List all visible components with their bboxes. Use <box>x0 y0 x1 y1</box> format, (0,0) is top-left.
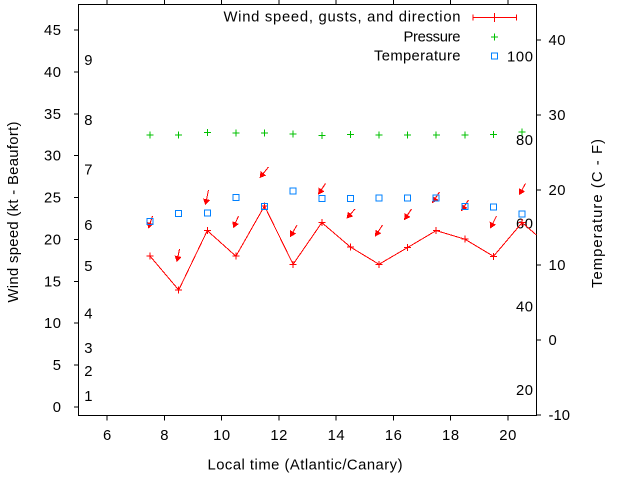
svg-text:40: 40 <box>44 65 61 81</box>
svg-text:20: 20 <box>516 383 533 399</box>
svg-text:Temperature (C - F): Temperature (C - F) <box>590 139 606 288</box>
svg-text:5: 5 <box>84 259 92 275</box>
svg-text:2: 2 <box>84 364 92 380</box>
svg-text:10: 10 <box>213 428 230 444</box>
svg-text:Wind speed (kt - Beaufort): Wind speed (kt - Beaufort) <box>6 121 22 302</box>
svg-text:6: 6 <box>103 428 111 444</box>
svg-text:18: 18 <box>442 428 459 444</box>
svg-text:Wind speed, gusts, and directi: Wind speed, gusts, and direction <box>224 9 461 25</box>
svg-text:7: 7 <box>84 163 92 179</box>
svg-text:25: 25 <box>44 191 61 207</box>
svg-text:35: 35 <box>44 107 61 123</box>
svg-text:0: 0 <box>53 400 61 416</box>
svg-text:0: 0 <box>549 333 557 349</box>
svg-text:20: 20 <box>549 183 566 199</box>
svg-text:10: 10 <box>44 316 61 332</box>
svg-text:20: 20 <box>499 428 516 444</box>
svg-text:-10: -10 <box>549 408 571 424</box>
svg-text:30: 30 <box>44 149 61 165</box>
svg-text:16: 16 <box>385 428 402 444</box>
svg-text:30: 30 <box>549 108 566 124</box>
svg-text:12: 12 <box>270 428 287 444</box>
svg-text:6: 6 <box>84 218 92 234</box>
svg-text:1: 1 <box>84 389 92 405</box>
svg-text:100: 100 <box>507 50 533 66</box>
svg-text:3: 3 <box>84 341 92 357</box>
svg-text:45: 45 <box>44 23 61 39</box>
svg-text:40: 40 <box>549 33 566 49</box>
svg-text:4: 4 <box>84 307 92 323</box>
svg-text:14: 14 <box>328 428 345 444</box>
svg-text:9: 9 <box>84 53 92 69</box>
svg-text:8: 8 <box>160 428 168 444</box>
svg-text:8: 8 <box>84 113 92 129</box>
svg-text:10: 10 <box>549 258 566 274</box>
svg-text:15: 15 <box>44 274 61 290</box>
svg-text:Pressure: Pressure <box>404 30 461 46</box>
svg-text:Temperature: Temperature <box>374 49 461 65</box>
svg-text:80: 80 <box>516 133 533 149</box>
svg-text:5: 5 <box>53 358 61 374</box>
svg-text:40: 40 <box>516 300 533 316</box>
svg-text:Local time (Atlantic/Canary): Local time (Atlantic/Canary) <box>208 458 403 474</box>
svg-text:20: 20 <box>44 232 61 248</box>
